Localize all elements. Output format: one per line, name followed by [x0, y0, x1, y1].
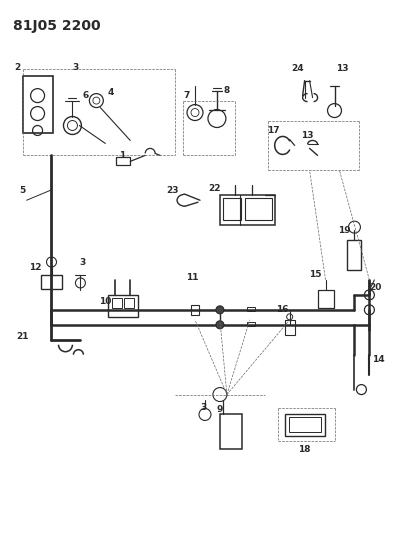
Text: 1: 1 [119, 151, 125, 160]
Text: 81J05 2200: 81J05 2200 [13, 19, 100, 33]
Bar [285, 320, 295, 335]
Bar [318, 290, 333, 308]
Bar [220, 415, 242, 449]
Text: 14: 14 [372, 355, 385, 364]
Text: 3: 3 [72, 63, 78, 72]
Text: 9: 9 [217, 405, 223, 414]
Text: 23: 23 [166, 186, 178, 195]
Bar [289, 417, 321, 432]
Bar [247, 322, 255, 326]
Text: 15: 15 [309, 270, 322, 279]
Bar [348, 240, 361, 270]
Bar [41, 275, 63, 289]
Text: 2: 2 [15, 63, 21, 72]
Text: 20: 20 [369, 284, 381, 293]
Text: 19: 19 [338, 225, 351, 235]
Text: 6: 6 [82, 91, 89, 100]
Bar [116, 157, 130, 165]
Text: 13: 13 [301, 131, 314, 140]
Bar [124, 298, 134, 308]
Bar [245, 198, 272, 220]
Text: 18: 18 [298, 445, 311, 454]
Text: 12: 12 [29, 263, 42, 272]
Bar [223, 198, 241, 220]
Text: 24: 24 [291, 64, 304, 73]
Bar [247, 307, 255, 311]
Circle shape [216, 321, 224, 329]
Bar [285, 415, 325, 437]
Text: 16: 16 [277, 305, 289, 314]
Text: 11: 11 [186, 273, 198, 282]
Circle shape [216, 306, 224, 314]
Bar [108, 295, 138, 317]
Text: 22: 22 [209, 184, 221, 193]
Text: 13: 13 [336, 64, 349, 73]
Bar [191, 305, 199, 315]
Text: 10: 10 [99, 297, 112, 306]
Text: 3: 3 [79, 257, 85, 266]
Bar [112, 298, 122, 308]
Bar [22, 76, 52, 133]
Text: 5: 5 [19, 186, 26, 195]
Text: 4: 4 [107, 88, 113, 97]
Text: 17: 17 [268, 126, 280, 135]
Bar [220, 195, 275, 225]
Text: 8: 8 [224, 86, 230, 95]
Text: 21: 21 [17, 332, 29, 341]
Text: 3: 3 [201, 403, 207, 412]
Text: 7: 7 [184, 91, 190, 100]
